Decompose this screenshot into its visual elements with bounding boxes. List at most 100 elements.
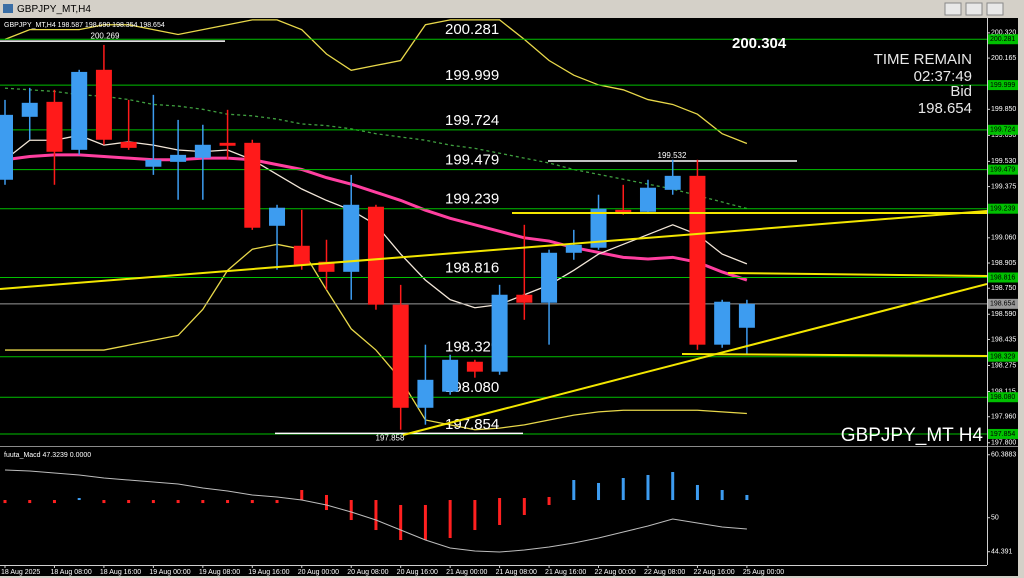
histogram-bar	[176, 500, 180, 504]
x-tick-label: 21 Aug 16:00	[545, 569, 586, 576]
histogram-bar	[3, 500, 7, 504]
candle-body	[565, 244, 582, 253]
title-bar	[0, 0, 1024, 18]
price-marker-label: 197.858	[376, 433, 405, 442]
x-tick-label: 20 Aug 16:00	[397, 569, 438, 576]
candle-body	[269, 207, 286, 226]
oscillator-line	[4, 469, 747, 553]
candle-body	[71, 71, 88, 150]
histogram-bar	[448, 500, 452, 539]
level-label: 199.239	[445, 191, 499, 208]
level-price-label: 199.239	[990, 206, 1015, 213]
y-tick-label: 199.530	[991, 158, 1016, 165]
minimize-button[interactable]	[944, 2, 962, 16]
histogram-bar	[745, 494, 749, 501]
level-label: 199.479	[445, 152, 499, 169]
x-tick-label: 18 Aug 08:00	[50, 569, 91, 576]
candle-body	[491, 294, 508, 372]
histogram-bar	[646, 474, 650, 501]
bid-price-box	[988, 298, 1018, 309]
candle-body	[318, 261, 335, 272]
candle-body	[170, 154, 187, 162]
window-icon	[3, 4, 13, 13]
price-marker-label: 200.269	[91, 31, 120, 40]
y-tick-label: 198.750	[991, 285, 1016, 292]
x-tick-label: 19 Aug 08:00	[199, 569, 240, 576]
trend-line	[0, 210, 987, 290]
candle-body	[145, 159, 162, 167]
y-tick-label: 199.060	[991, 235, 1016, 242]
trend-line	[402, 283, 987, 436]
level-price-label: 199.724	[990, 127, 1015, 134]
candle-body	[0, 114, 13, 180]
y-tick-label: 200.320	[991, 30, 1016, 37]
candle-body	[417, 379, 434, 408]
histogram-bar	[127, 500, 131, 504]
y-tick-label: 198.275	[991, 362, 1016, 369]
level-price-box	[988, 80, 1018, 91]
level-label: 199.724	[445, 112, 499, 129]
indicator-line	[4, 153, 748, 282]
candle-body	[194, 144, 211, 158]
histogram-bar	[300, 490, 304, 501]
histogram-bar	[324, 494, 328, 511]
window-title: GBPJPY_MT,H4	[17, 4, 91, 15]
y-tick-label: 197.960	[991, 414, 1016, 421]
candle-body	[392, 304, 409, 408]
bid-label: Bid	[950, 83, 972, 100]
level-price-box	[988, 124, 1018, 135]
bid-price-label: 198.654	[990, 301, 1015, 308]
support-line	[727, 272, 987, 277]
candle-body	[541, 252, 558, 303]
x-tick-label: 18 Aug 2025	[1, 569, 40, 576]
high-price: 200.304	[732, 35, 787, 52]
level-price-box	[988, 34, 1018, 45]
histogram-bar	[374, 500, 378, 531]
candle-body	[244, 142, 261, 228]
histogram-bar	[28, 500, 32, 504]
level-price-label: 199.999	[990, 82, 1015, 89]
candle-body	[590, 208, 607, 248]
y-tick-label: 198.590	[991, 311, 1016, 318]
x-tick-label: 18 Aug 16:00	[100, 569, 141, 576]
y-tick-label: 200.165	[991, 55, 1016, 62]
candle-body	[689, 175, 706, 345]
oscillator-panel	[3, 469, 749, 553]
histogram-bar	[498, 498, 502, 525]
level-price-box	[988, 272, 1018, 283]
candle-body	[664, 175, 681, 190]
y-tick-label: 197.800	[991, 440, 1016, 447]
candle-body	[738, 303, 755, 328]
level-label: 198.329	[445, 339, 499, 356]
y-tick-label: 199.850	[991, 106, 1016, 113]
maximize-button[interactable]	[965, 2, 983, 16]
indicator-line	[4, 19, 748, 145]
x-tick-label: 21 Aug 08:00	[496, 569, 537, 576]
level-label: 199.999	[445, 67, 499, 84]
histogram-bar	[102, 500, 106, 504]
histogram-bar	[473, 500, 477, 531]
candle-body	[95, 69, 112, 140]
y-tick-label: 50	[991, 515, 999, 522]
main-panel: 200.281 199.999 199.724 199.479 199.239 198.8…	[0, 19, 987, 442]
histogram-bar	[597, 482, 601, 501]
y-tick-label: 199.375	[991, 183, 1016, 190]
level-label: 200.281	[445, 21, 499, 38]
candle-body	[615, 209, 632, 213]
indicator-line	[5, 243, 747, 431]
candle-body	[516, 294, 533, 303]
level-price-box	[988, 392, 1018, 403]
candle-body	[367, 206, 384, 305]
price-marker-label: 199.532	[658, 151, 687, 160]
histogram-bar	[695, 484, 699, 501]
histogram-bar	[621, 478, 625, 501]
candle-body	[343, 204, 360, 272]
level-label: 198.816	[445, 259, 499, 276]
chart-header: GBPJPY_MT,H4 198.587 198.690 198.354 198…	[4, 22, 165, 29]
histogram-bar	[52, 500, 56, 504]
indicator-line	[4, 87, 748, 210]
close-button[interactable]	[986, 2, 1004, 16]
candle-body	[21, 102, 38, 117]
